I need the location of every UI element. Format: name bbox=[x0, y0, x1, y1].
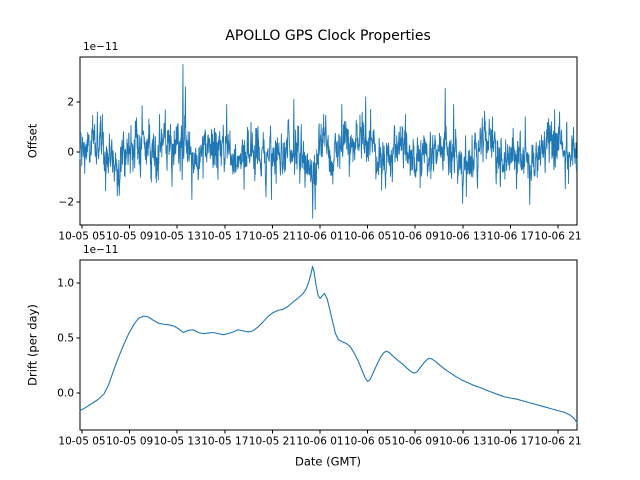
bottom-y-axis-label: Drift (per day) bbox=[25, 304, 40, 386]
x-tick-label: 10-06 17 bbox=[487, 436, 534, 448]
top-y-axis-label: Offset bbox=[25, 123, 40, 159]
bottom-axis-scale-note: 1e−11 bbox=[83, 243, 119, 256]
y-tick-label: 0.0 bbox=[57, 388, 74, 400]
bottom-plot-frame bbox=[79, 259, 578, 431]
x-tick-label: 10-06 21 bbox=[534, 436, 581, 448]
x-tick-label: 10-05 13 bbox=[154, 436, 201, 448]
x-tick-label: 10-06 21 bbox=[534, 231, 581, 243]
x-tick-label: 10-06 01 bbox=[296, 436, 343, 448]
x-tick-label: 10-05 17 bbox=[201, 436, 248, 448]
x-tick-label: 10-05 17 bbox=[201, 231, 248, 243]
x-tick-label: 10-05 09 bbox=[106, 231, 153, 243]
x-tick-label: 10-06 01 bbox=[296, 231, 343, 243]
y-tick-label: 1.0 bbox=[57, 278, 74, 290]
y-tick-label: 0.5 bbox=[57, 333, 74, 345]
chart-title: APOLLO GPS Clock Properties bbox=[225, 28, 431, 44]
x-tick-label: 10-06 17 bbox=[487, 231, 534, 243]
x-tick-label: 10-05 05 bbox=[58, 231, 105, 243]
x-tick-label: 10-06 13 bbox=[439, 436, 486, 448]
y-tick-label: 2 bbox=[67, 97, 74, 109]
x-tick-label: 10-05 13 bbox=[154, 231, 201, 243]
y-tick-label: −2 bbox=[59, 197, 74, 209]
offset-series-line bbox=[79, 64, 578, 219]
x-tick-label: 10-06 09 bbox=[392, 231, 439, 243]
y-tick-label: 0 bbox=[67, 147, 74, 159]
x-tick-label: 10-05 21 bbox=[249, 231, 296, 243]
x-tick-label: 10-05 09 bbox=[106, 436, 153, 448]
x-tick-label: 10-06 05 bbox=[344, 436, 391, 448]
x-tick-label: 10-06 05 bbox=[344, 231, 391, 243]
drift-series-line bbox=[79, 265, 578, 424]
x-axis-label: Date (GMT) bbox=[295, 454, 361, 469]
x-tick-label: 10-05 05 bbox=[58, 436, 105, 448]
x-tick-label: 10-06 13 bbox=[439, 231, 486, 243]
top-axis-scale-note: 1e−11 bbox=[83, 40, 119, 53]
x-tick-label: 10-06 09 bbox=[392, 436, 439, 448]
x-tick-label: 10-05 21 bbox=[249, 436, 296, 448]
